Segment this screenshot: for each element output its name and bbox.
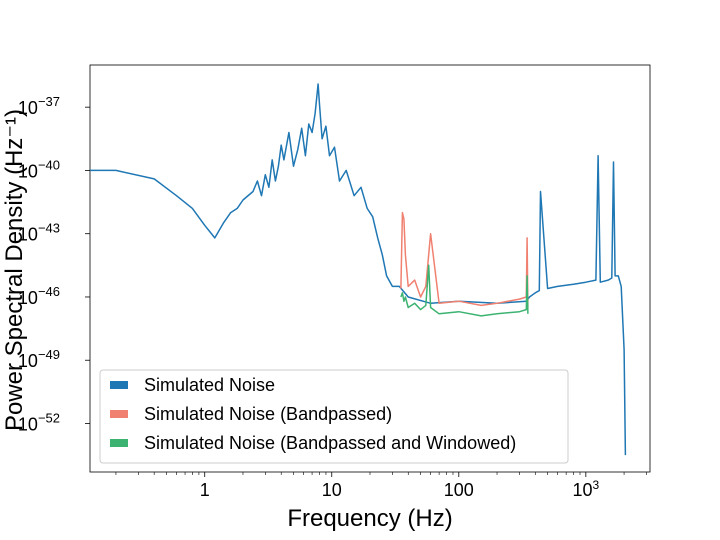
legend: Simulated Noise Simulated Noise (Bandpass… — [99, 369, 569, 464]
legend-box — [99, 369, 569, 464]
x-tick-label: 1 — [200, 480, 210, 500]
series-line-1 — [90, 83, 627, 456]
legend-swatch — [110, 439, 128, 447]
legend-label: Simulated Noise — [144, 375, 275, 395]
x-tick-label: 100 — [444, 480, 474, 500]
series-line-2 — [400, 211, 529, 308]
legend-label: Simulated Noise (Bandpassed and Windowed… — [144, 433, 516, 453]
x-tick-label: 103 — [572, 478, 599, 500]
x-tick-label: 10 — [322, 480, 342, 500]
legend-label: Simulated Noise (Bandpassed) — [144, 404, 392, 424]
series-line-3 — [400, 264, 529, 317]
series-layer — [90, 83, 627, 456]
x-axis-ticks: 1 10 100 103 — [115, 472, 647, 500]
legend-swatch — [110, 410, 128, 418]
x-axis-label: Frequency (Hz) — [287, 505, 452, 532]
y-axis-label: Power Spectral Density (Hz⁻¹) — [1, 109, 28, 431]
legend-swatch — [110, 381, 128, 389]
